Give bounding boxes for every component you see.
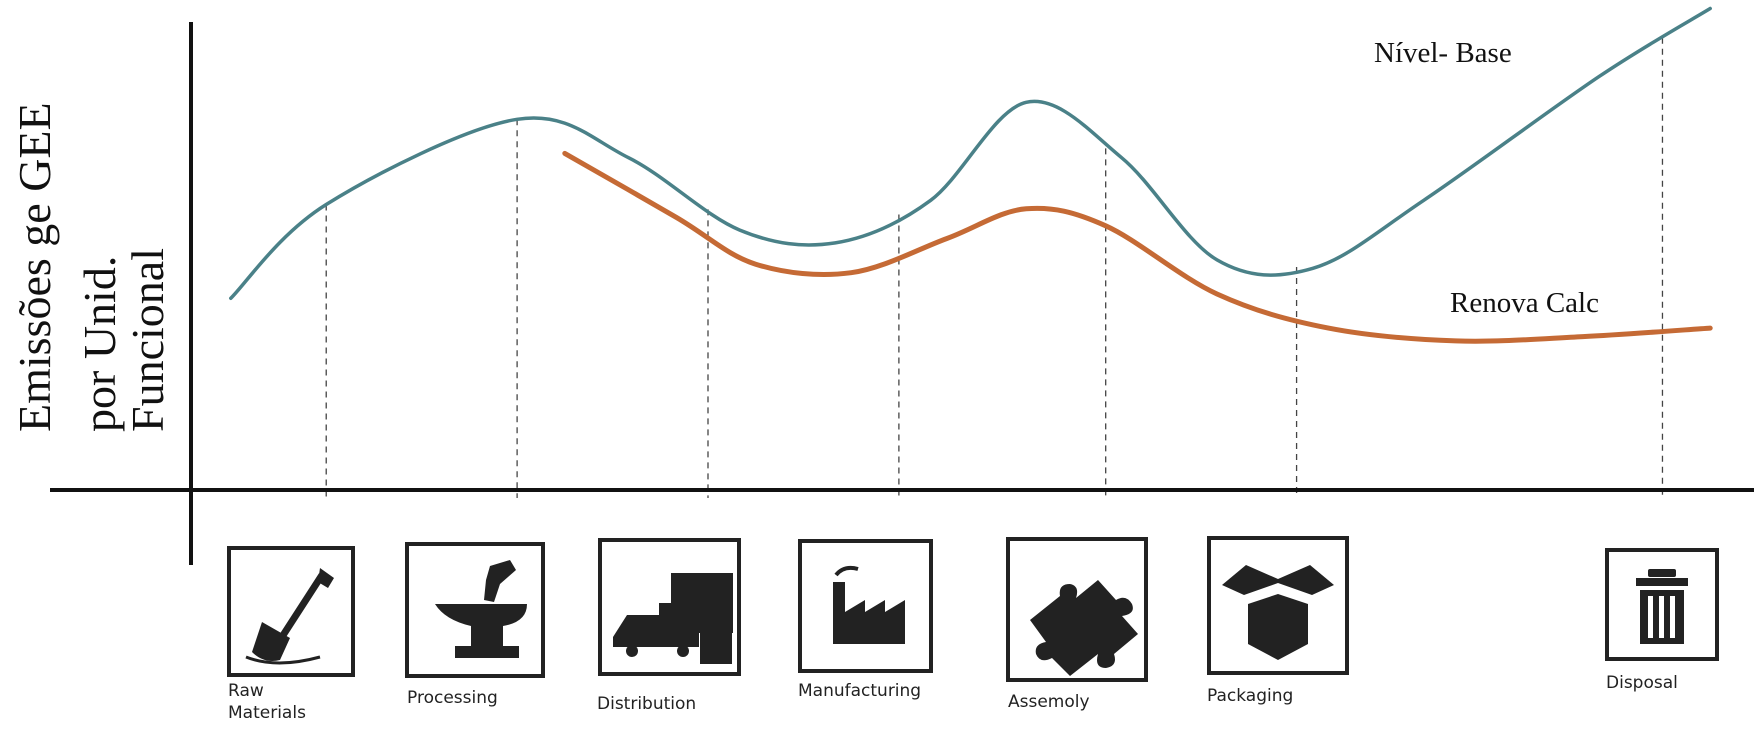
series-labels: Nível- Base Renova Calc [1374, 37, 1599, 319]
anvil-icon [405, 542, 545, 678]
shovel-icon [227, 546, 355, 677]
series-line-nivel-base [229, 6, 1712, 301]
truck-icon [598, 538, 741, 676]
series-lines [229, 6, 1713, 344]
icon-label: Assemoly [1008, 692, 1090, 712]
puzzle-icon [1006, 537, 1148, 682]
icon-label: Packaging [1207, 686, 1293, 706]
series-label-renova-calc: Renova Calc [1450, 287, 1599, 319]
trash-icon [1605, 548, 1719, 661]
icon-label: Disposal [1606, 673, 1678, 693]
series-line-renova-calc [562, 150, 1713, 344]
icon-label: Raw [228, 681, 264, 701]
icon-label: Distribution [597, 694, 696, 714]
icon-label: Manufacturing [798, 681, 921, 701]
lifecycle-icons [227, 536, 1719, 682]
icon-label: Processing [407, 688, 498, 708]
series-label-nivel-base: Nível- Base [1374, 37, 1512, 69]
factory-icon [798, 539, 933, 673]
icon-label: Materials [228, 703, 306, 723]
box-icon [1207, 536, 1349, 675]
drop-lines [325, 37, 1664, 498]
